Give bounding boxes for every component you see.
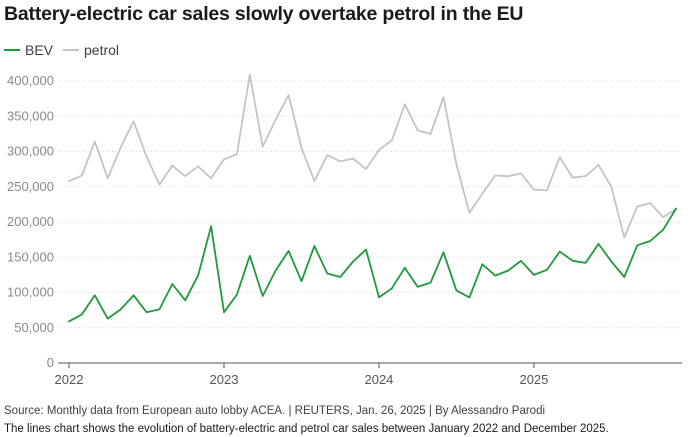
source-note: Source: Monthly data from European auto … bbox=[4, 405, 546, 417]
chart-title: Battery-electric car sales slowly overta… bbox=[4, 3, 524, 25]
legend: BEV petrol bbox=[4, 40, 129, 60]
y-tick-label: 150,000 bbox=[7, 249, 54, 264]
y-tick-label: 300,000 bbox=[7, 144, 54, 159]
legend-swatch-bev bbox=[4, 49, 20, 51]
legend-item-bev: BEV bbox=[4, 42, 53, 58]
y-tick-label: 100,000 bbox=[7, 285, 54, 300]
x-tick-label: 2025 bbox=[519, 372, 548, 387]
legend-label-bev: BEV bbox=[25, 42, 54, 58]
y-tick-label: 350,000 bbox=[7, 108, 54, 123]
series-line-petrol bbox=[68, 73, 677, 239]
y-tick-label: 200,000 bbox=[7, 214, 54, 229]
y-tick-label: 400,000 bbox=[7, 73, 54, 88]
series-line-bev bbox=[68, 207, 677, 323]
x-tick-label: 2023 bbox=[210, 372, 239, 387]
legend-label-petrol: petrol bbox=[84, 42, 120, 58]
y-tick-label: 50,000 bbox=[14, 320, 54, 335]
y-tick-label: 250,000 bbox=[7, 179, 54, 194]
legend-swatch-petrol bbox=[63, 49, 80, 51]
x-tick-label: 2024 bbox=[364, 372, 393, 387]
legend-item-petrol: petrol bbox=[63, 42, 119, 58]
line-chart: 0 50,000 100,000 150,000 200,000 250,000 300,0… bbox=[7, 73, 682, 387]
chart-caption: The lines chart shows the evolution of b… bbox=[4, 423, 609, 435]
x-tick-label: 2022 bbox=[55, 372, 84, 387]
y-tick-label: 0 bbox=[47, 355, 54, 370]
